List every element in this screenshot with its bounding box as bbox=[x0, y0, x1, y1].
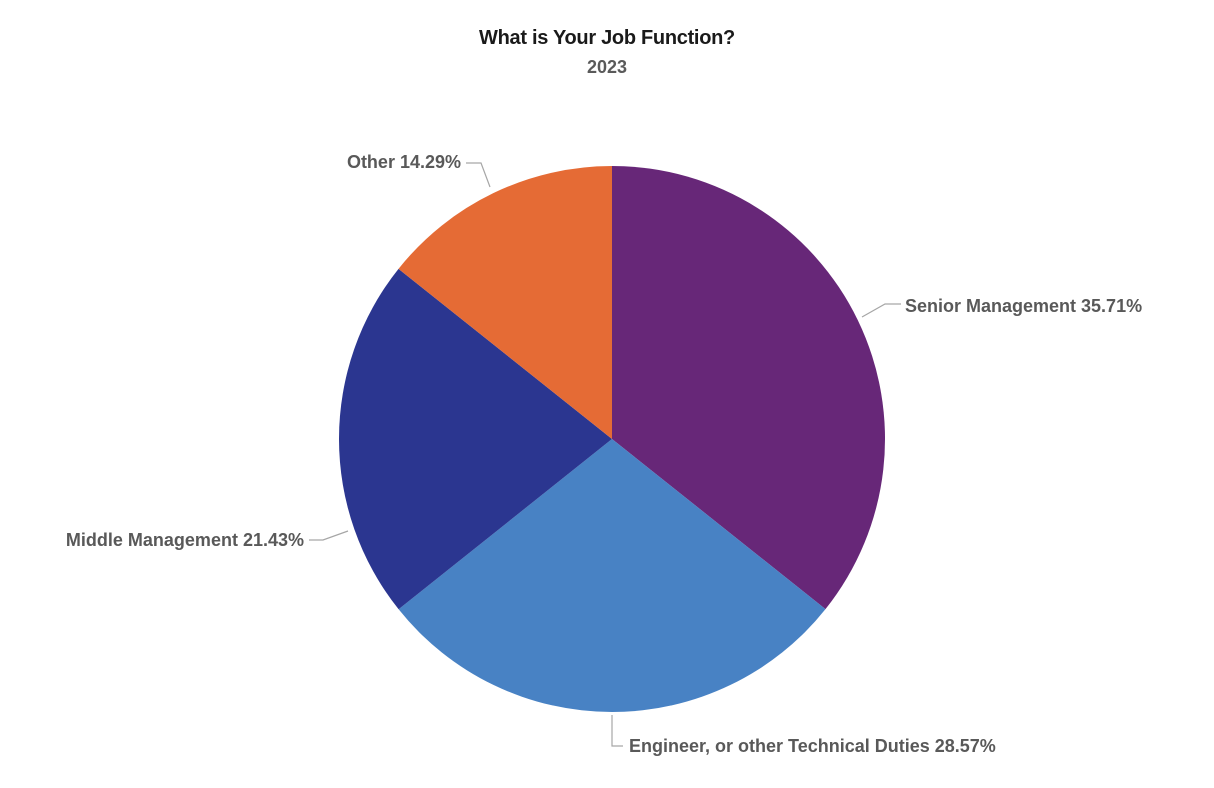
pie-slices bbox=[338, 166, 886, 713]
leader-line-middle-management bbox=[309, 530, 349, 541]
chart-title: What is Your Job Function? bbox=[479, 27, 735, 49]
chart-subtitle: 2023 bbox=[586, 57, 628, 77]
pie-slice-senior-management bbox=[612, 166, 886, 610]
slice-label-senior-management: Senior Management 35.71% bbox=[905, 296, 1142, 316]
slice-label-other: Other 14.29% bbox=[347, 152, 461, 172]
pie-slice-middle-management bbox=[338, 268, 612, 610]
leader-line-engineer-or-other-technical-duties bbox=[611, 715, 623, 747]
leader-line-other bbox=[466, 162, 491, 188]
slice-label-engineer-or-other-technical-duties: Engineer, or other Technical Duties 28.5… bbox=[629, 736, 996, 756]
pie-slice-engineer-or-other-technical-duties bbox=[398, 439, 826, 713]
pie-slice-other bbox=[398, 166, 612, 439]
slice-labels: Senior Management 35.71% Engineer, or oth… bbox=[66, 152, 1142, 756]
leader-line-senior-management bbox=[861, 303, 901, 318]
slice-label-middle-management: Middle Management 21.43% bbox=[66, 530, 304, 550]
leader-lines bbox=[309, 162, 901, 747]
